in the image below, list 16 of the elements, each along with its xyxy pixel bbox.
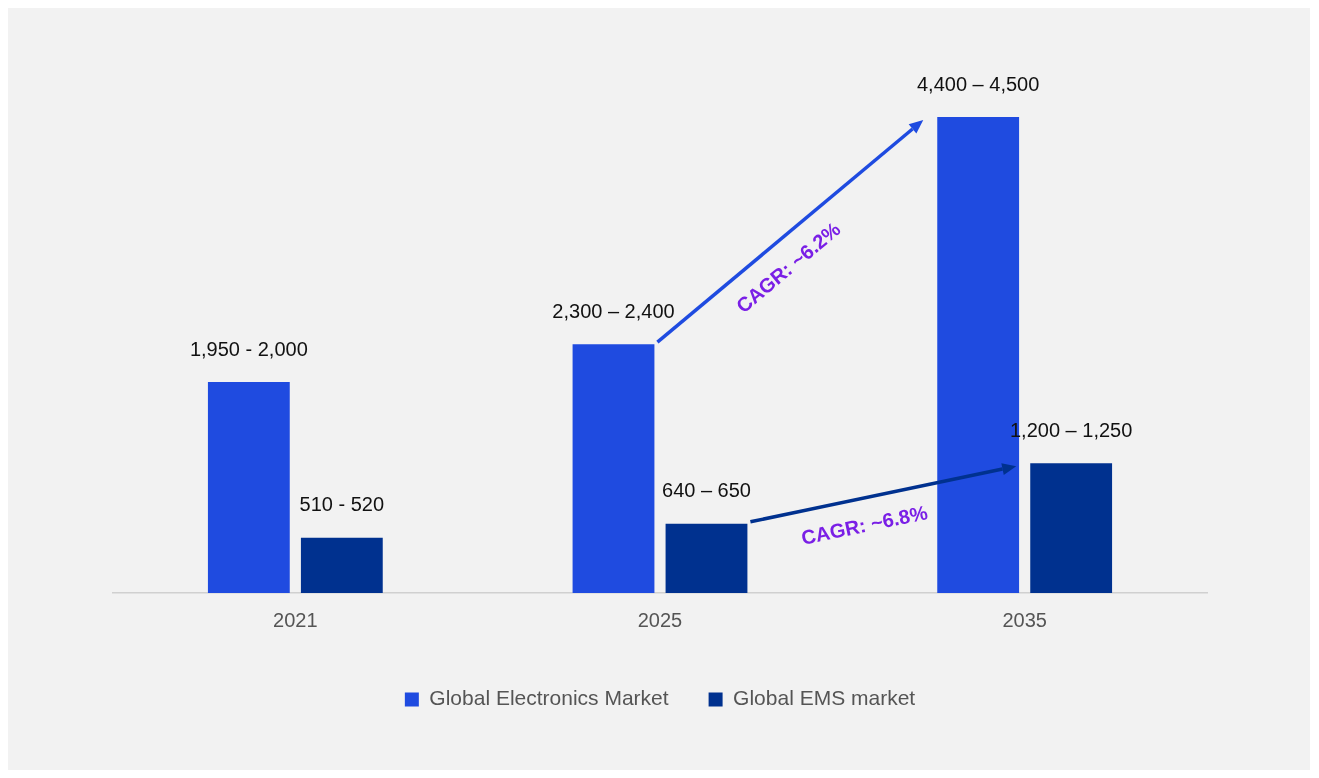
data-label: 4,400 – 4,500 <box>917 72 1040 95</box>
x-tick-label: 2021 <box>273 608 318 631</box>
bar <box>1030 463 1113 593</box>
legend-label: Global Electronics Market <box>429 686 669 710</box>
data-label: 1,950 - 2,000 <box>189 337 308 360</box>
legend-label: Global EMS market <box>733 686 916 710</box>
bar <box>665 523 748 593</box>
bar <box>572 344 655 593</box>
x-tick-label: 2025 <box>637 608 683 631</box>
data-label: 2,300 – 2,400 <box>552 299 675 322</box>
bar <box>207 382 290 593</box>
annotation: CAGR: ~6.8% <box>799 501 930 549</box>
bar <box>300 537 383 593</box>
data-label: 510 - 520 <box>299 493 385 516</box>
data-label: 640 – 650 <box>662 479 751 502</box>
x-tick-label: 2035 <box>1002 608 1047 631</box>
